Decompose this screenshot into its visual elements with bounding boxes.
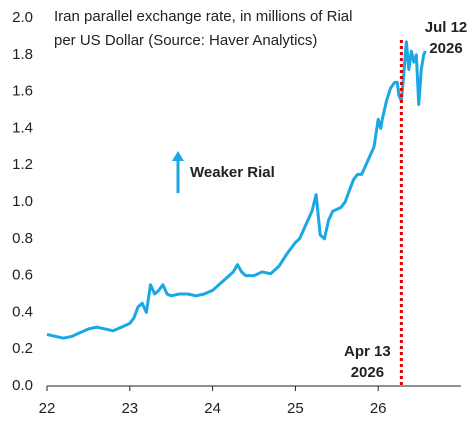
x-tick-label: 24 (204, 400, 221, 417)
annotation: Apr 13 (344, 343, 391, 360)
annotation: 2026 (429, 40, 462, 57)
y-tick-label: 1.0 (12, 193, 33, 210)
y-tick-label: 0.6 (12, 267, 33, 284)
y-tick-label: 0.4 (12, 303, 33, 320)
y-tick-label: 0.2 (12, 340, 33, 357)
x-tick-label: 22 (39, 400, 56, 417)
y-tick-label: 0.8 (12, 230, 33, 247)
annotation: 2026 (351, 364, 384, 381)
x-tick-label: 23 (121, 400, 138, 417)
annotation: Weaker Rial (190, 164, 275, 181)
y-tick-label: 1.8 (12, 46, 33, 63)
y-tick-label: 1.2 (12, 156, 33, 173)
y-tick-label: 1.6 (12, 83, 33, 100)
x-tick-label: 25 (287, 400, 304, 417)
y-tick-label: 2.0 (12, 9, 33, 26)
annotation: Jul 12 (425, 19, 468, 36)
chart-title: per US Dollar (Source: Haver Analytics) (54, 32, 317, 49)
y-tick-label: 0.0 (12, 377, 33, 394)
data-line (46, 40, 427, 340)
x-tick-label: 26 (370, 400, 387, 417)
arrow-head (172, 151, 184, 161)
y-tick-label: 1.4 (12, 119, 33, 136)
chart-title: Iran parallel exchange rate, in millions… (54, 8, 352, 25)
